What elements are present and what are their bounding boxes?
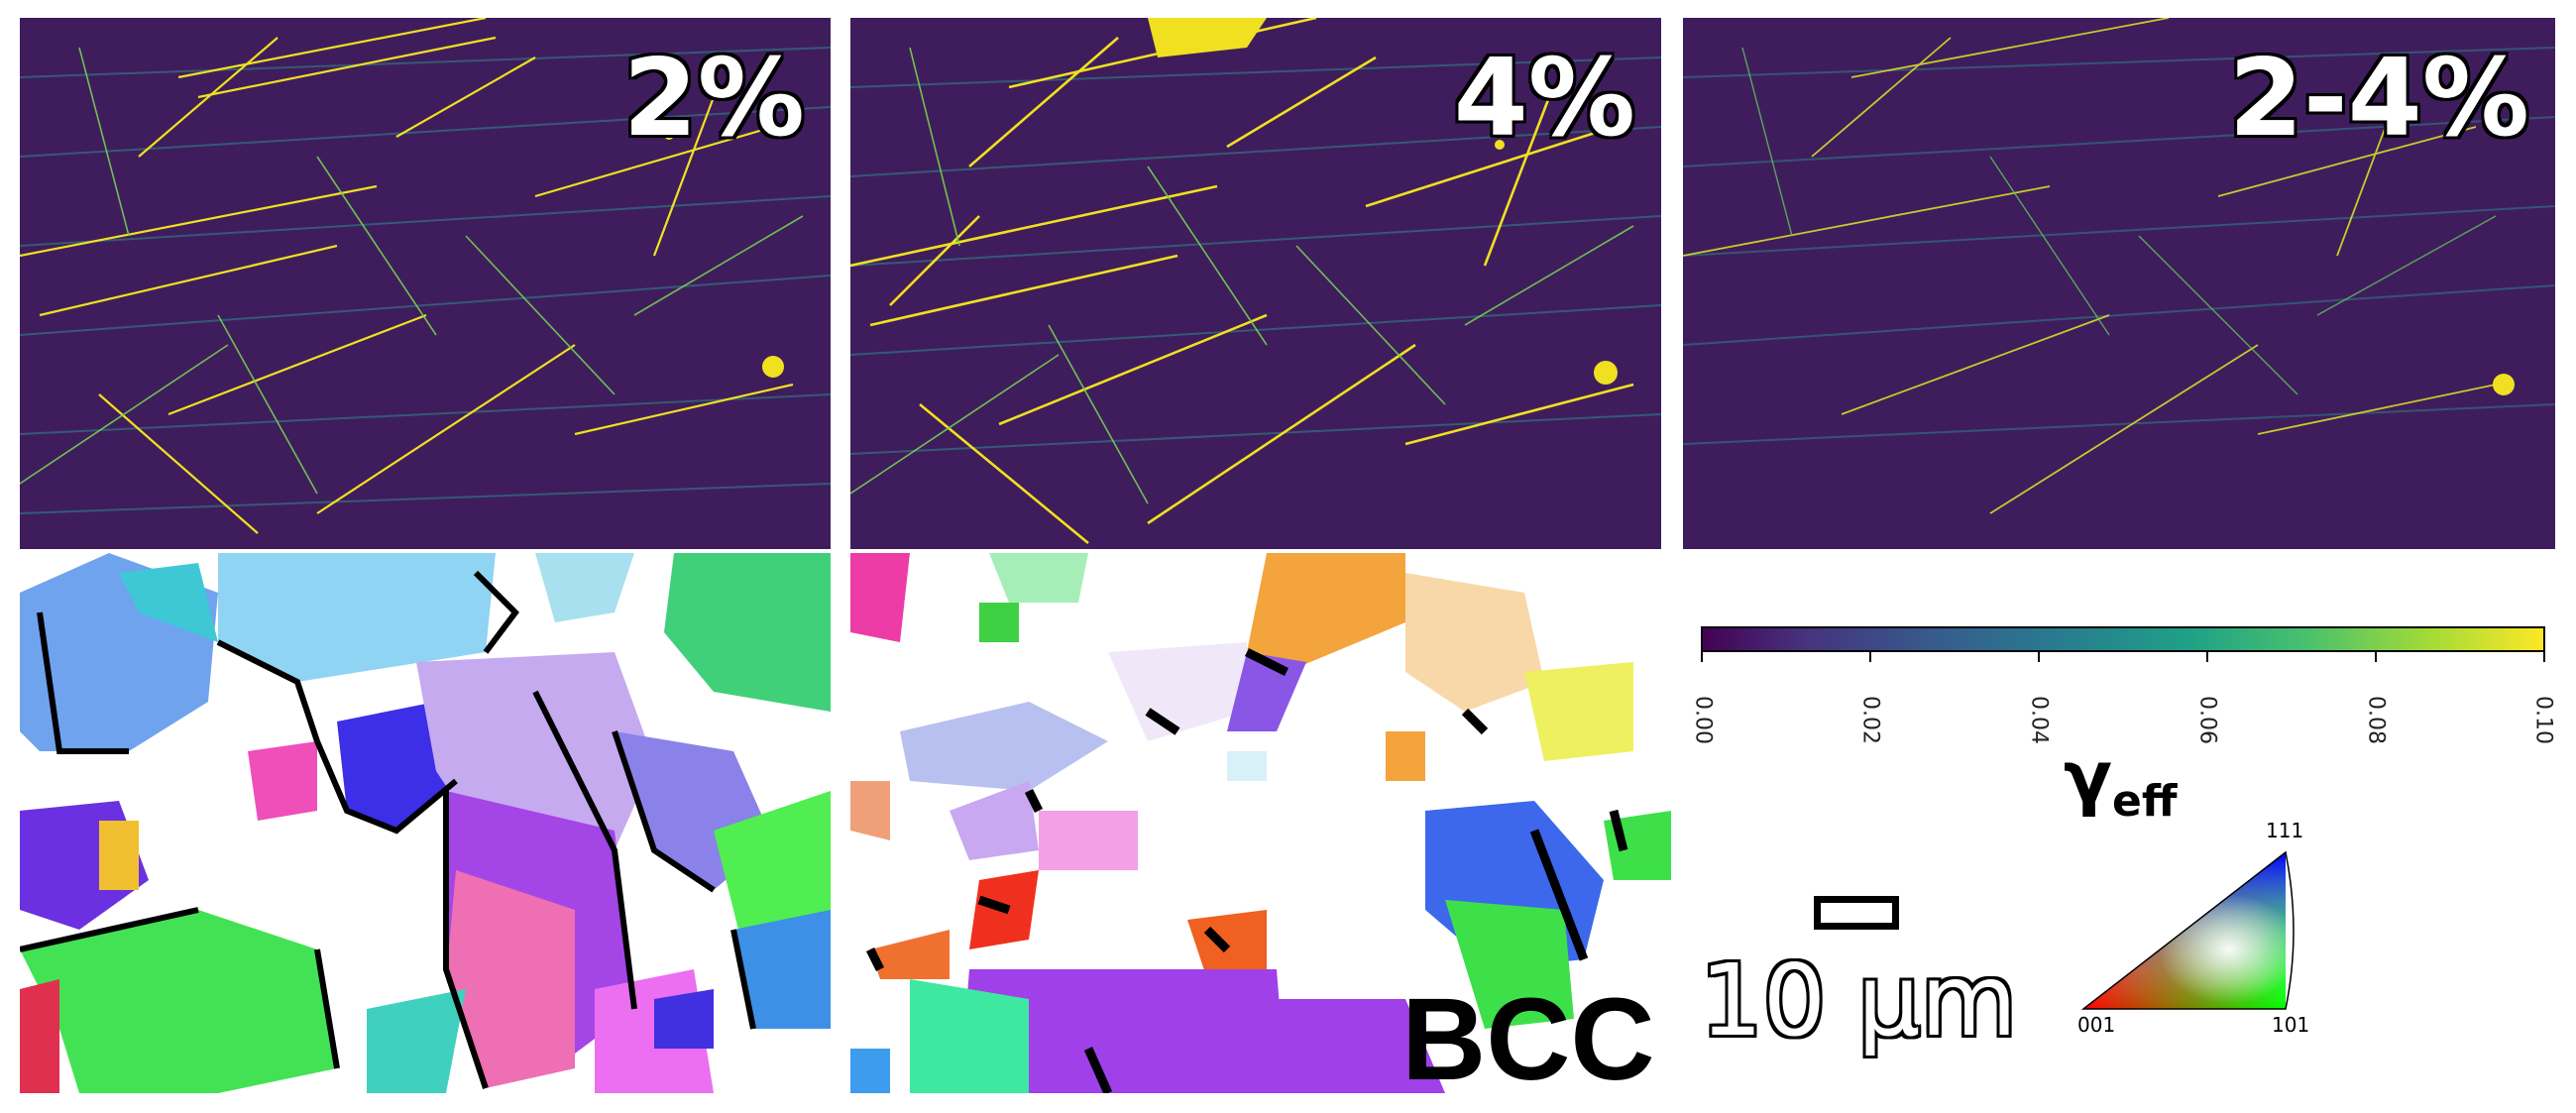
colorbar-tick-label: 0.06 bbox=[2194, 696, 2220, 744]
colorbar-tick bbox=[2206, 652, 2208, 662]
colorbar-tick-label: 0.02 bbox=[1857, 696, 1883, 744]
strain-map-image bbox=[20, 18, 831, 549]
strain-map-2-4pct: 2-4% bbox=[1683, 18, 2555, 549]
ebsd-map-image bbox=[850, 553, 1671, 1093]
colorbar-tick-label: 0.10 bbox=[2530, 696, 2556, 744]
colorbar-tick-label: 0.00 bbox=[1690, 696, 1716, 744]
colorbar-tick bbox=[2038, 652, 2040, 662]
strain-map-2pct: 2% bbox=[20, 18, 831, 549]
ipf-label-101: 101 bbox=[2272, 1013, 2310, 1037]
colorbar-gradient bbox=[1701, 626, 2545, 652]
strain-map-image bbox=[1683, 18, 2555, 549]
colorbar-tick bbox=[1701, 652, 1703, 662]
bcc-label: BCC bbox=[1401, 974, 1655, 1093]
scale-bar-label: 10 μm bbox=[1700, 943, 2018, 1058]
colorbar-tick-label: 0.04 bbox=[2026, 696, 2052, 744]
colorbar-tick-label: 0.08 bbox=[2363, 696, 2389, 744]
scale-bar bbox=[1814, 896, 1899, 930]
colorbar-tick bbox=[2375, 652, 2377, 662]
ipf-label-111: 111 bbox=[2266, 819, 2304, 842]
colorbar-tick bbox=[2543, 652, 2545, 662]
ipf-triangle bbox=[2080, 850, 2295, 1010]
colorbar-label: γeff bbox=[2064, 741, 2178, 824]
strain-label-2-4pct: 2-4% bbox=[2228, 37, 2529, 161]
strain-label-4pct: 4% bbox=[1453, 37, 1635, 161]
gamma-symbol: γ bbox=[2064, 735, 2113, 819]
strain-map-4pct: 4% bbox=[850, 18, 1661, 549]
colorbar-tick bbox=[1869, 652, 1871, 662]
ebsd-map-image bbox=[20, 553, 831, 1093]
ebsd-map-left bbox=[20, 553, 831, 1093]
colorbar: 0.00 0.02 0.04 0.06 0.08 0.10 bbox=[1691, 626, 2556, 775]
ipf-color-key: 111 001 101 bbox=[2077, 819, 2315, 1037]
ebsd-map-right: BCC bbox=[850, 553, 1671, 1093]
gamma-subscript: eff bbox=[2112, 776, 2178, 827]
ipf-label-001: 001 bbox=[2077, 1013, 2116, 1037]
strain-map-image bbox=[850, 18, 1661, 549]
strain-label-2pct: 2% bbox=[622, 37, 805, 161]
